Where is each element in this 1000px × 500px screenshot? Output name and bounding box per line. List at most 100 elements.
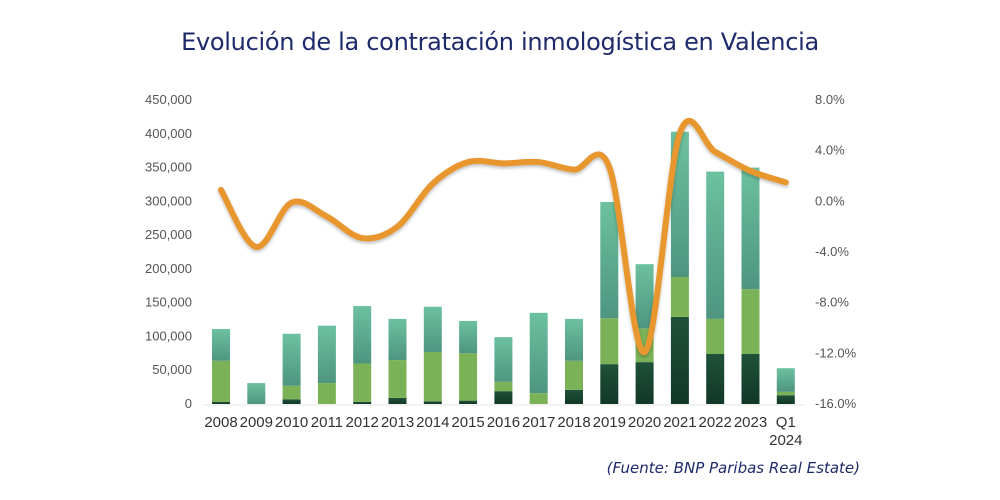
x-axis-tick-label: 2023 bbox=[734, 414, 767, 431]
source-note: (Fuente: BNP Paribas Real Estate) bbox=[606, 459, 860, 477]
bar-segment-dark bbox=[423, 401, 442, 404]
bar-stack bbox=[741, 167, 760, 404]
bar-segment-teal bbox=[635, 264, 654, 329]
bar-stack bbox=[565, 318, 583, 404]
bar-segment-teal bbox=[494, 337, 513, 382]
left-axis-tick-label: 250,000 bbox=[145, 227, 192, 242]
bar-segment-dark bbox=[635, 362, 654, 404]
bar-segment-dark bbox=[776, 395, 795, 404]
bar-segment-light-green bbox=[423, 351, 442, 402]
x-axis-tick-label: 2016 bbox=[487, 414, 520, 431]
bar-segment-teal bbox=[459, 320, 478, 354]
bar-stack bbox=[600, 202, 619, 404]
right-axis-tick-label: -8.0% bbox=[815, 295, 849, 310]
bar-segment-dark bbox=[353, 401, 372, 404]
bar-segment-light-green bbox=[212, 360, 230, 402]
bar-segment-light-green bbox=[459, 353, 478, 401]
bar-stack bbox=[706, 171, 725, 404]
bar-segment-dark bbox=[282, 399, 301, 404]
bar-segment-dark bbox=[565, 389, 583, 404]
bar-segment-teal bbox=[529, 312, 548, 394]
x-axis-tick-label: 2017 bbox=[522, 414, 555, 431]
bar-segment-light-green bbox=[670, 276, 689, 317]
bar-segment-dark bbox=[741, 354, 760, 404]
bar-segment-teal bbox=[565, 318, 583, 361]
growth-line bbox=[218, 118, 789, 356]
bar-segment-light-green bbox=[776, 391, 795, 396]
bar-stack bbox=[388, 318, 407, 404]
bar-segment-dark bbox=[212, 401, 230, 404]
bar-segment-light-green bbox=[706, 318, 725, 355]
bar-segment-dark bbox=[388, 397, 407, 404]
bar-segment-teal bbox=[247, 383, 266, 404]
bar-stack bbox=[353, 306, 372, 404]
bar-segment-teal bbox=[212, 329, 230, 361]
bar-segment-teal bbox=[353, 306, 372, 364]
bar-stack bbox=[423, 306, 442, 404]
bars bbox=[203, 131, 805, 406]
bar-stack bbox=[282, 333, 301, 404]
x-axis-tick-label: 2024 bbox=[769, 432, 802, 449]
x-axis-tick-label: 2008 bbox=[204, 414, 237, 431]
left-axis-tick-label: 200,000 bbox=[145, 261, 192, 276]
bar-segment-light-green bbox=[317, 383, 336, 404]
bar-segment-teal bbox=[423, 306, 442, 352]
bar-segment-light-green bbox=[741, 289, 760, 355]
right-axis-tick-label: 0.0% bbox=[815, 193, 845, 208]
x-axis-tick-label: 2022 bbox=[699, 414, 732, 431]
right-axis-tick-label: 4.0% bbox=[815, 143, 845, 158]
x-axis-tick-label: 2013 bbox=[381, 414, 414, 431]
bar-segment-dark bbox=[494, 391, 513, 404]
bar-segment-light-green bbox=[388, 360, 407, 398]
bar-segment-teal bbox=[741, 167, 760, 290]
x-axis-tick-label: 2020 bbox=[628, 414, 661, 431]
right-axis: 8.0% 4.0% 0.0% -4.0% -8.0% -12.0% -16.0% bbox=[815, 92, 857, 411]
bar-segment-dark bbox=[600, 364, 619, 404]
x-axis-tick-label: 2021 bbox=[663, 414, 696, 431]
x-axis-tick-label: 2011 bbox=[311, 414, 343, 431]
right-axis-tick-label: -16.0% bbox=[815, 396, 857, 411]
left-axis-tick-label: 400,000 bbox=[145, 126, 192, 141]
right-axis-tick-label: 8.0% bbox=[815, 92, 845, 107]
left-axis-tick-label: 100,000 bbox=[145, 328, 192, 343]
bar-stack bbox=[247, 383, 266, 404]
x-axis-tick-label: 2019 bbox=[593, 414, 626, 431]
bar-stack bbox=[459, 320, 478, 404]
right-axis-tick-label: -4.0% bbox=[815, 244, 849, 259]
x-axis: 2008 2009 2010 2011 2012 2013 2014 2015 2016 2017… bbox=[204, 414, 802, 449]
x-axis-tick-label: 2015 bbox=[451, 414, 484, 431]
bar-segment-light-green bbox=[529, 393, 548, 404]
bar-segment-teal bbox=[317, 325, 336, 384]
bar-stack bbox=[212, 329, 230, 404]
bar-stack bbox=[317, 325, 336, 404]
bar-stack bbox=[529, 312, 548, 404]
left-axis-tick-label: 50,000 bbox=[152, 362, 192, 377]
x-axis-tick-label: 2009 bbox=[240, 414, 273, 431]
x-axis-tick-label: 2018 bbox=[557, 414, 590, 431]
bar-segment-teal bbox=[706, 171, 725, 319]
bar-segment-light-green bbox=[600, 318, 619, 365]
bar-segment-light-green bbox=[282, 385, 301, 400]
bar-segment-light-green bbox=[565, 360, 583, 390]
line-layer bbox=[218, 118, 789, 356]
left-axis-tick-label: 300,000 bbox=[145, 193, 192, 208]
right-axis-tick-label: -12.0% bbox=[815, 345, 857, 360]
bar-segment-teal bbox=[600, 202, 619, 319]
bar-segment-dark bbox=[670, 316, 689, 404]
bar-stack bbox=[494, 337, 513, 404]
bar-segment-teal bbox=[388, 318, 407, 361]
x-axis-tick-label: 2014 bbox=[416, 414, 449, 431]
x-axis-tick-label: 2010 bbox=[275, 414, 308, 431]
bar-segment-teal bbox=[282, 333, 301, 386]
bar-segment-light-green bbox=[353, 363, 372, 402]
bar-stack bbox=[776, 368, 795, 404]
bar-segment-dark bbox=[459, 400, 478, 404]
left-axis: 0 50,000 100,000 150,000 200,000 250,000 300,0… bbox=[145, 92, 192, 411]
bar-segment-teal bbox=[776, 368, 795, 392]
left-axis-tick-label: 150,000 bbox=[145, 295, 192, 310]
chart-title: Evolución de la contratación inmologísti… bbox=[181, 28, 819, 56]
left-axis-tick-label: 350,000 bbox=[145, 160, 192, 175]
bar-segment-light-green bbox=[494, 381, 513, 392]
left-axis-tick-label: 0 bbox=[185, 396, 192, 411]
